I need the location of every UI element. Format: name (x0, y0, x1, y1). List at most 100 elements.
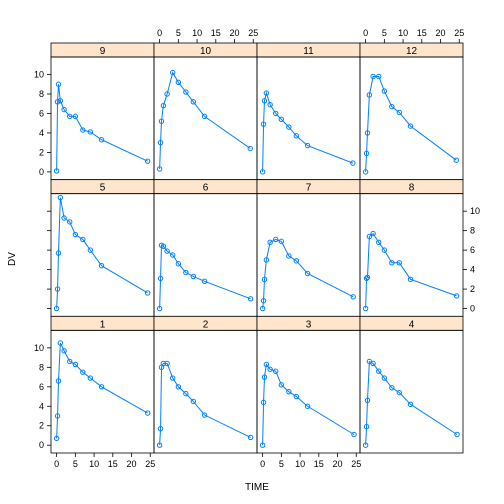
data-point (389, 385, 395, 391)
data-point (160, 102, 167, 109)
data-point (61, 215, 67, 221)
data-point (144, 158, 151, 164)
data-point (286, 388, 292, 395)
x-tick-label: 15 (211, 28, 221, 38)
data-point (362, 169, 369, 175)
data-point (54, 286, 61, 292)
data-point (381, 375, 388, 381)
data-point (164, 248, 170, 254)
y-tick-label: 0 (39, 440, 44, 450)
x-tick-label: 10 (295, 459, 305, 469)
x-tick-label: 5 (382, 28, 387, 38)
panel-2: 2 (153, 315, 258, 454)
data-point (61, 348, 67, 354)
data-point (362, 305, 369, 312)
series-line-7 (262, 238, 354, 309)
data-point (67, 113, 73, 120)
x-tick-label: 10 (89, 459, 99, 469)
y-tick-label: 0 (470, 304, 475, 314)
data-point (170, 375, 176, 381)
x-tick-label: 25 (145, 459, 155, 469)
data-point (247, 296, 254, 302)
x-tick-label: 0 (54, 459, 59, 469)
data-point (261, 276, 268, 283)
data-point (364, 130, 371, 136)
data-point (160, 360, 167, 367)
data-point (170, 69, 176, 76)
strip-label-9: 9 (100, 46, 106, 57)
series-line-5 (56, 197, 148, 309)
panel-10: 10 (153, 42, 258, 181)
panel-frame-8 (359, 193, 464, 317)
data-point (164, 91, 170, 97)
panel-frame-3 (256, 329, 361, 454)
data-point (183, 390, 189, 397)
data-point (98, 263, 105, 269)
data-point (286, 124, 292, 130)
data-point (260, 121, 267, 127)
data-point (80, 369, 86, 375)
data-point (57, 194, 64, 201)
data-point (55, 378, 62, 384)
data-point (144, 410, 151, 416)
y-tick-label: 6 (39, 108, 44, 118)
data-point (247, 434, 254, 441)
panel-frame-7 (256, 193, 361, 317)
data-point (170, 252, 176, 258)
data-point (407, 276, 414, 283)
data-point (362, 442, 369, 448)
y-tick-label: 8 (39, 89, 44, 99)
data-point (156, 305, 163, 312)
data-point (351, 431, 357, 438)
panel-3: 3 (256, 315, 361, 454)
x-tick-label: 0 (157, 28, 162, 38)
series-line-4 (365, 360, 458, 446)
data-point (396, 109, 403, 116)
strip-label-2: 2 (203, 319, 209, 330)
data-point (278, 382, 285, 388)
data-point (389, 103, 395, 110)
panel-frame-5 (50, 193, 155, 317)
y-tick-label: 2 (470, 284, 475, 294)
data-point (259, 305, 266, 312)
x-tick-label: 25 (351, 459, 361, 469)
strip-label-4: 4 (409, 319, 415, 330)
data-point (293, 258, 300, 264)
y-tick-label: 4 (39, 128, 44, 138)
y-axis-title: DV (7, 252, 18, 266)
panel-4: 4 (359, 315, 464, 454)
data-point (87, 129, 94, 135)
data-point (144, 290, 151, 296)
data-point (53, 168, 60, 174)
data-point (201, 412, 208, 418)
data-point (201, 278, 208, 284)
data-point (156, 442, 163, 448)
data-point (183, 269, 189, 276)
data-point (363, 424, 370, 430)
data-point (273, 110, 279, 117)
data-point (263, 361, 270, 368)
data-point (278, 238, 285, 245)
y-tick-label: 4 (39, 401, 44, 411)
data-point (263, 257, 270, 263)
data-point (304, 142, 311, 149)
data-point (67, 358, 73, 365)
data-point (273, 236, 279, 243)
data-point (260, 298, 267, 304)
y-tick-label: 10 (34, 70, 44, 80)
y-tick-label: 2 (39, 147, 44, 157)
panel-11: 11 (256, 42, 361, 181)
y-tick-label: 4 (470, 265, 475, 275)
data-point (366, 233, 373, 240)
data-point (72, 113, 79, 120)
panel-5: 5 (50, 179, 155, 317)
strip-label-11: 11 (303, 46, 314, 57)
panel-12: 12 (359, 42, 464, 181)
series-line-1 (56, 342, 148, 439)
data-point (267, 102, 273, 108)
strip-label-7: 7 (306, 183, 312, 194)
x-tick-label: 15 (314, 459, 324, 469)
data-point (98, 137, 105, 143)
